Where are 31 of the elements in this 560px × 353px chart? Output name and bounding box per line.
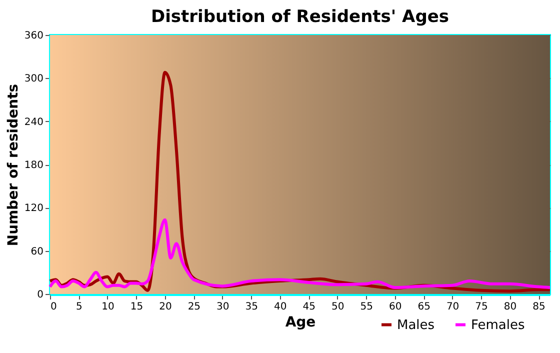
x-tick-label: 70 bbox=[446, 302, 460, 312]
x-tick-label: 55 bbox=[360, 302, 373, 312]
x-tick-label: 35 bbox=[245, 302, 258, 312]
x-tick-label: 15 bbox=[130, 302, 144, 312]
x-tick-label: 5 bbox=[76, 302, 82, 312]
x-tick-label: 50 bbox=[331, 302, 344, 312]
x-tick-label: 45 bbox=[302, 302, 316, 312]
x-tick-label: 40 bbox=[274, 302, 287, 312]
y-tick-label: 180 bbox=[24, 160, 44, 171]
y-tick-label: 120 bbox=[24, 203, 44, 214]
legend-label: Females bbox=[471, 318, 526, 333]
x-tick-label: 65 bbox=[418, 302, 430, 312]
x-tick-label: 10 bbox=[102, 302, 114, 312]
y-tick-label: 0 bbox=[37, 290, 44, 300]
x-tick-label: 25 bbox=[188, 302, 201, 312]
y-tick-label: 240 bbox=[24, 116, 44, 128]
line-series bbox=[48, 218, 552, 290]
legend-label: Males bbox=[397, 318, 435, 333]
y-tick-label: 60 bbox=[30, 246, 44, 258]
y-axis-title: Number of residents bbox=[5, 84, 22, 246]
x-tick-label: 75 bbox=[475, 302, 488, 312]
x-tick-label: 20 bbox=[159, 302, 172, 312]
chart-title: Distribution of Residents' Ages bbox=[150, 7, 450, 27]
x-tick-label: 0 bbox=[50, 302, 57, 312]
x-tick-label: 30 bbox=[216, 302, 230, 312]
y-tick-label: 360 bbox=[24, 30, 44, 42]
y-tick-label: 300 bbox=[24, 74, 44, 85]
x-axis-title: Age bbox=[285, 314, 316, 330]
x-tick-label: 80 bbox=[504, 302, 517, 312]
x-tick-label: 85 bbox=[532, 302, 546, 312]
x-tick-label: 60 bbox=[388, 302, 402, 312]
